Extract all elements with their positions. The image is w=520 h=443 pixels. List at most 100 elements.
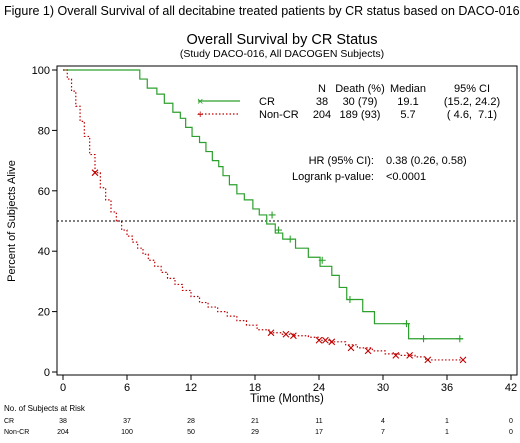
x-tick-label-6: 6: [124, 382, 130, 394]
legend-noncr-n: 204: [313, 109, 331, 121]
legend-header-median: Median: [390, 83, 426, 95]
censor-mark-non-cr-1: [267, 329, 275, 337]
legend-cr-ci: (15.2, 24.2): [444, 96, 500, 108]
censor-mark-cr-3: [318, 256, 326, 264]
series-cr: [63, 69, 464, 343]
censor-x: [267, 329, 275, 337]
censor-mark-non-cr-11: [424, 356, 432, 364]
censor-mark-non-cr-3: [290, 332, 297, 340]
censor-x: [406, 352, 414, 359]
censor-mark-cr-5: [402, 320, 410, 328]
legend-marker-noncr: +: [197, 109, 203, 121]
risk-value-non-cr-18: 29: [251, 429, 259, 436]
censor-plus: [346, 296, 354, 304]
risk-table: No. of Subjects at Risk CR Non-CR 38 37 28…: [4, 404, 513, 436]
legend-label-noncr: Non-CR: [259, 109, 299, 121]
censor-x: [392, 352, 400, 359]
y-tick-label-0: 0: [44, 367, 50, 379]
censor-x: [364, 347, 372, 355]
censor-plus: [420, 335, 428, 343]
censor-plus: [402, 320, 410, 328]
risk-value-non-cr-0: 204: [57, 429, 69, 436]
censor-mark-cr-7: [456, 335, 464, 343]
curve-cr: [63, 69, 463, 340]
risk-row-label-cr: CR: [4, 418, 14, 425]
risk-table-title: No. of Subjects at Risk: [4, 404, 86, 413]
censor-plus: [286, 235, 294, 243]
risk-value-non-cr-30: 7: [381, 429, 385, 436]
censor-mark-non-cr-10: [406, 352, 414, 359]
logrank-value: <0.0001: [386, 171, 426, 183]
censor-x: [328, 338, 336, 346]
censor-mark-non-cr-0: [91, 169, 99, 177]
censor-mark-non-cr-9: [392, 352, 400, 359]
risk-value-cr-12: 28: [187, 418, 195, 425]
risk-value-cr-36: 1: [445, 418, 449, 425]
legend-label-cr: CR: [259, 96, 275, 108]
series-non-cr: [63, 69, 467, 364]
censor-mark-non-cr-7: [347, 344, 355, 352]
x-tick-label-12: 12: [185, 382, 197, 394]
hr-label: HR (95% CI):: [309, 155, 374, 167]
risk-value-cr-6: 37: [123, 418, 131, 425]
y-tick-label-20: 20: [38, 307, 50, 319]
legend-header-n: N: [318, 83, 326, 95]
axes: 0 6 12 18 24 30 36 42 0 20 40 60 80 100: [32, 65, 517, 394]
y-tick-label-100: 100: [32, 65, 50, 77]
censor-x: [315, 336, 323, 344]
x-axis-label: Time (Months): [250, 393, 324, 405]
censor-mark-non-cr-12: [459, 356, 467, 364]
legend-header-ci: 95% CI: [454, 83, 490, 95]
legend-cr-n: 38: [316, 96, 328, 108]
risk-value-cr-30: 4: [381, 418, 385, 425]
x-tick-label-42: 42: [505, 382, 517, 394]
x-tick-label-18: 18: [249, 382, 261, 394]
risk-value-non-cr-12: 50: [187, 429, 195, 436]
legend-noncr-median: 5.7: [400, 109, 415, 121]
legend-cr-deaths: 30 (79): [343, 96, 378, 108]
x-tick-label-0: 0: [60, 382, 66, 394]
censor-mark-cr-0: [268, 211, 276, 219]
risk-value-non-cr-24: 17: [315, 429, 323, 436]
risk-value-cr-42: 0: [509, 418, 513, 425]
censor-mark-non-cr-6: [328, 338, 336, 346]
curve-non-cr: [63, 69, 463, 361]
censor-mark-non-cr-8: [364, 347, 372, 355]
logrank-label: Logrank p-value:: [292, 171, 374, 183]
censor-mark-non-cr-4: [315, 336, 323, 344]
risk-value-non-cr-6: 100: [121, 429, 133, 436]
censor-x: [459, 356, 467, 364]
risk-value-cr-0: 38: [59, 418, 67, 425]
chart-title: Overall Survival by CR Status: [187, 32, 378, 48]
censor-mark-cr-1: [274, 226, 282, 234]
legend-marker-cr: ×: [197, 96, 203, 108]
y-tick-label-60: 60: [38, 186, 50, 198]
censor-plus: [274, 226, 282, 234]
censor-mark-cr-6: [420, 335, 428, 343]
censor-x: [282, 330, 290, 338]
legend-noncr-ci: ( 4.6, 7.1): [447, 109, 497, 121]
legend-noncr-deaths: 189 (93): [340, 109, 381, 121]
censor-x: [322, 336, 329, 344]
survival-curves: [63, 69, 467, 364]
risk-value-non-cr-36: 1: [445, 429, 449, 436]
censor-plus: [456, 335, 464, 343]
risk-value-cr-18: 21: [251, 418, 259, 425]
risk-row-label-noncr: Non-CR: [4, 429, 29, 436]
censor-x: [91, 169, 99, 177]
censor-x: [290, 332, 297, 340]
censor-x: [347, 344, 355, 352]
legend: N Death (%) Median 95% CI × CR 38 30 (79…: [197, 83, 500, 121]
chart-subtitle: (Study DACO-016, All DACOGEN Subjects): [180, 48, 384, 60]
risk-table-values: 38 37 28 21 11 4 1 0 204 100 50 29 17 7 1 0: [57, 418, 513, 436]
risk-value-non-cr-42: 0: [509, 429, 513, 436]
stats-annotation: HR (95% CI): 0.38 (0.26, 0.58) Logrank p…: [292, 155, 467, 183]
censor-mark-non-cr-2: [282, 330, 290, 338]
censor-mark-cr-4: [346, 296, 354, 304]
censor-mark-cr-2: [286, 235, 294, 243]
censor-mark-non-cr-5: [322, 336, 329, 344]
legend-header-death: Death (%): [335, 83, 385, 95]
risk-value-cr-24: 11: [315, 418, 322, 425]
figure-caption: Figure 1) Overall Survival of all decita…: [4, 4, 520, 18]
